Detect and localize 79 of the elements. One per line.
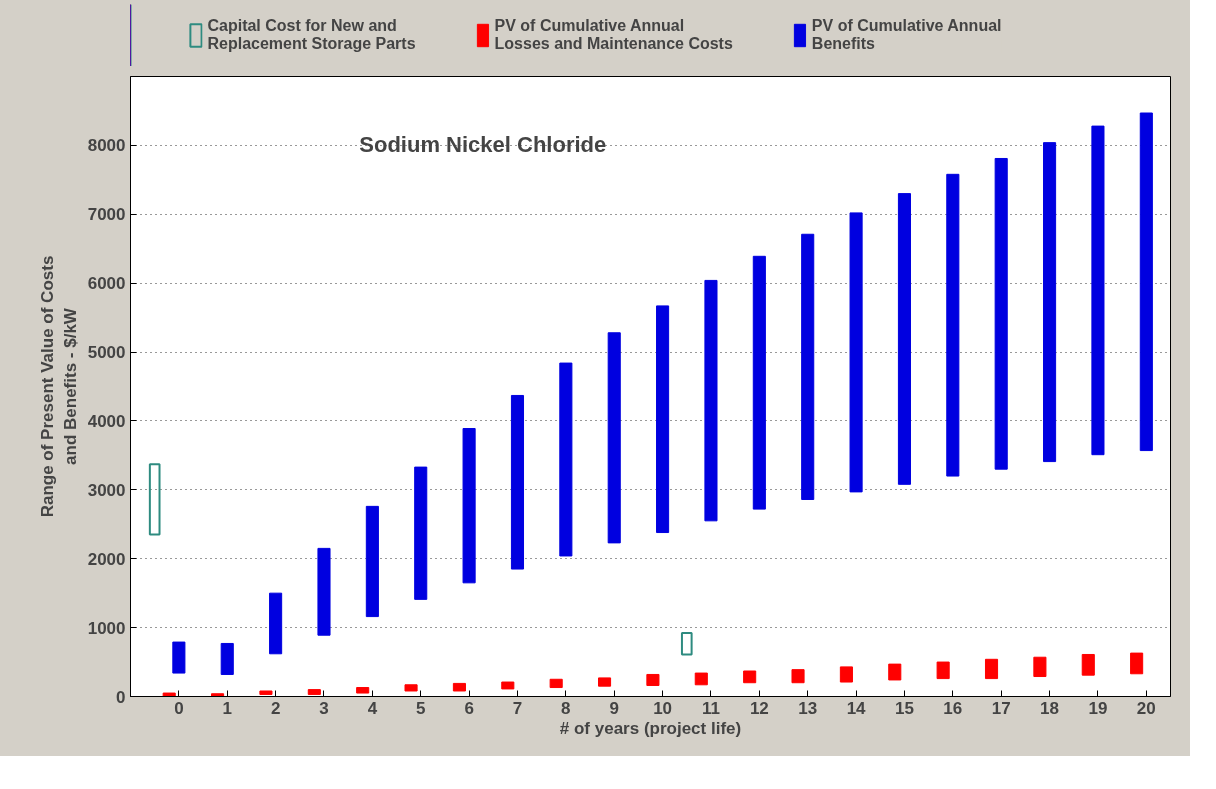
bar (365, 505, 379, 618)
bar (307, 689, 321, 695)
x-tick-label: 1 (222, 698, 232, 718)
y-tick-label: 5000 (87, 343, 126, 363)
bar (501, 681, 515, 690)
bar (356, 687, 370, 694)
x-tick-label: 11 (701, 698, 720, 718)
bar (510, 394, 525, 570)
bar (888, 663, 902, 681)
legend-label: Capital Cost for New and Replacement Storage Parts (207, 17, 416, 53)
bar (607, 332, 621, 544)
bar (317, 547, 331, 636)
x-tick-label: 15 (895, 698, 914, 718)
bar (646, 673, 660, 686)
bar (1033, 656, 1047, 678)
y-tick-label: 7000 (87, 205, 126, 225)
bar (994, 157, 1008, 470)
x-tick-label: 10 (653, 698, 673, 718)
y-axis-title: Range of Present Value of Costs and Benefits - $/kW (37, 255, 80, 518)
bar (452, 682, 466, 692)
y-tick-label: 1000 (87, 618, 126, 638)
bar (1043, 142, 1057, 463)
x-tick-label: 2 (270, 698, 281, 718)
bar (1139, 112, 1153, 452)
x-tick-label: 8 (561, 698, 571, 718)
bar (849, 212, 863, 493)
x-tick-label: 19 (1088, 698, 1108, 718)
y-tick-label: 6000 (87, 274, 126, 294)
bar (549, 678, 563, 689)
bar (1091, 125, 1105, 456)
bar (694, 672, 708, 686)
x-tick-label: 17 (991, 698, 1011, 718)
y-tick-label: 2000 (87, 549, 126, 569)
x-tick-label: 7 (512, 698, 523, 718)
bar (897, 193, 911, 485)
bar (269, 592, 283, 655)
bar (559, 362, 573, 557)
legend-label: PV of Cumulative Annual Losses and Maintenance Costs (494, 17, 733, 53)
x-tick-label: 4 (367, 698, 378, 718)
bar (839, 666, 853, 683)
x-tick-label: 12 (749, 698, 769, 718)
bar (984, 658, 999, 680)
bar (172, 641, 186, 674)
bar (162, 692, 176, 697)
bar (259, 690, 273, 695)
bar (946, 173, 960, 477)
x-tick-label: 6 (464, 698, 474, 718)
bar (1130, 652, 1144, 675)
bar (656, 305, 670, 534)
x-axis-title: # of years (project life) (559, 718, 742, 738)
y-tick-label: 8000 (87, 136, 126, 156)
x-tick-label: 3 (319, 698, 329, 718)
y-tick-label: 4000 (87, 411, 126, 431)
x-tick-label: 14 (846, 698, 867, 718)
bar (752, 255, 766, 510)
bar (1081, 653, 1095, 676)
x-tick-label: 18 (1040, 698, 1060, 718)
x-tick-label: 20 (1136, 698, 1156, 718)
bar (936, 661, 950, 680)
bar (414, 466, 428, 600)
legend-label: PV of Cumulative Annual Benefits (811, 17, 1002, 53)
bar (211, 693, 225, 697)
bar (462, 428, 476, 584)
x-tick-label: 5 (416, 698, 426, 718)
y-tick-label: 3000 (87, 480, 126, 500)
bar (598, 677, 612, 687)
bar (704, 279, 718, 522)
bar (220, 642, 234, 675)
x-tick-label: 0 (174, 698, 184, 718)
bar (791, 669, 805, 684)
text: Sodium Nickel Chloride (359, 132, 607, 158)
x-tick-label: 9 (609, 698, 619, 718)
bar (404, 684, 418, 692)
bar (743, 670, 757, 684)
bar (680, 632, 693, 656)
x-tick-label: 16 (943, 698, 963, 718)
bar (148, 463, 161, 536)
bar (801, 233, 815, 500)
x-tick-label: 13 (798, 698, 818, 718)
